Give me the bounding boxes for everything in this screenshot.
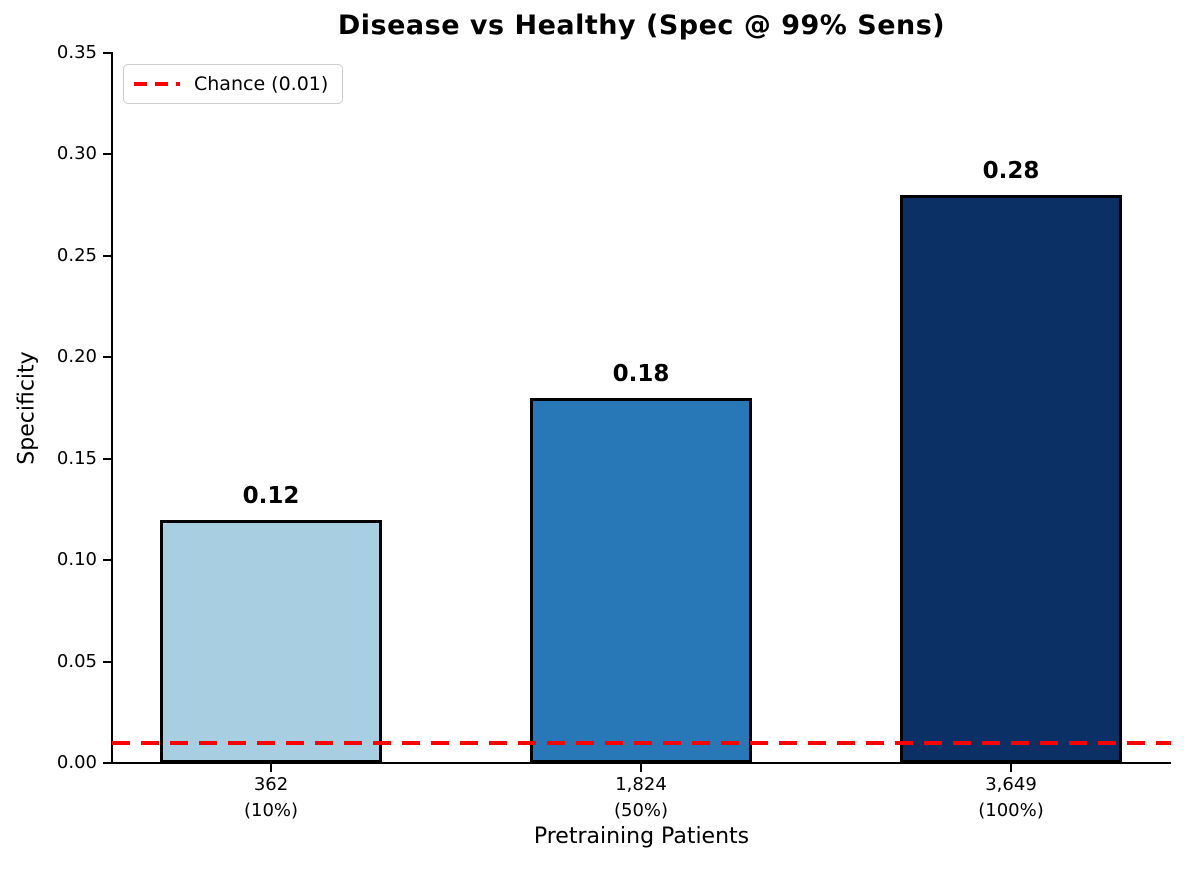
legend-dashed-line-icon: [134, 82, 180, 86]
x-axis-spine: [111, 762, 1171, 764]
y-tick-mark: [103, 457, 111, 460]
y-tick-label: 0.00: [56, 752, 97, 773]
bar: [900, 195, 1122, 763]
x-tick-mark: [270, 764, 272, 772]
legend: Chance (0.01): [123, 64, 344, 104]
bar: [160, 519, 382, 763]
y-tick-mark: [103, 356, 111, 359]
bar-value-label: 0.12: [242, 482, 300, 509]
y-tick-label: 0.10: [56, 549, 97, 571]
y-tick-label: 0.05: [56, 650, 97, 672]
chance-line: [112, 740, 1171, 745]
x-tick-mark: [640, 764, 642, 772]
y-tick-mark: [103, 762, 111, 764]
y-tick-label: 0.35: [56, 42, 97, 63]
y-tick-mark: [103, 52, 111, 54]
bar-value-label: 0.28: [982, 158, 1040, 184]
x-tick-mark: [1010, 764, 1012, 772]
chart-title: Disease vs Healthy (Spec @ 99% Sens): [337, 10, 946, 41]
y-tick-label: 0.30: [56, 143, 97, 165]
x-axis-label: Pretraining Patients: [533, 824, 750, 849]
y-tick-mark: [103, 559, 111, 562]
bar-value-label: 0.18: [612, 360, 670, 387]
x-tick-label: 1,824 (50%): [613, 774, 669, 821]
x-tick-label: 3,649 (100%): [978, 774, 1044, 821]
bar: [530, 397, 752, 763]
x-tick-label: 362 (10%): [243, 774, 299, 821]
y-axis-spine: [111, 52, 113, 764]
y-tick-label: 0.20: [56, 346, 97, 368]
y-tick-mark: [103, 153, 111, 156]
y-tick-mark: [103, 660, 111, 663]
y-tick-label: 0.15: [56, 447, 97, 469]
y-tick-mark: [103, 254, 111, 257]
legend-label: Chance (0.01): [194, 73, 329, 95]
y-tick-label: 0.25: [56, 244, 97, 266]
